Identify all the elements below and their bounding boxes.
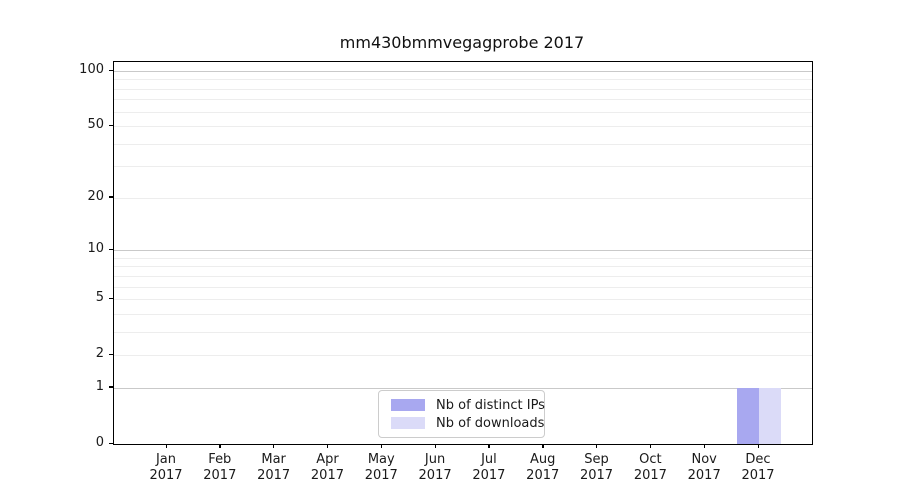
y-tick-label: 5: [95, 290, 104, 306]
x-tick-month: Sep: [584, 452, 609, 467]
x-tick-month: Nov: [691, 452, 717, 467]
x-tick-label: Jun 2017: [403, 452, 467, 484]
x-tick-month: Apr: [316, 452, 339, 467]
x-tick-mark: [326, 444, 329, 449]
legend-label-distinct-ips: Nb of distinct IPs: [436, 397, 545, 413]
bar-distinct-ips: [737, 387, 759, 444]
x-tick-month: Dec: [745, 452, 771, 467]
gridline-minor: [114, 286, 812, 288]
gridline-major: [114, 387, 812, 389]
gridline-minor: [114, 99, 812, 101]
x-tick-label: Aug 2017: [511, 452, 575, 484]
x-tick-mark: [488, 444, 490, 449]
y-tick-mark: [109, 353, 113, 355]
x-tick-year: 2017: [687, 468, 721, 483]
gridline-minor: [114, 257, 812, 259]
x-tick-year: 2017: [203, 468, 237, 483]
gridline-minor: [114, 88, 812, 90]
x-tick-month: Oct: [639, 452, 662, 467]
y-tick-mark: [109, 442, 113, 444]
x-tick-label: Nov 2017: [672, 452, 736, 484]
y-tick-mark: [109, 386, 113, 388]
gridline-minor: [114, 266, 812, 268]
gridline-major: [114, 71, 812, 72]
x-tick-year: 2017: [633, 468, 667, 483]
bar-downloads: [759, 387, 781, 444]
x-tick-mark: [165, 444, 167, 449]
x-tick-year: 2017: [257, 468, 291, 483]
x-tick-month: Mar: [261, 452, 286, 467]
gridline-minor: [114, 275, 812, 277]
plot-area: [113, 61, 813, 445]
legend: Nb of distinct IPs Nb of downloads: [378, 390, 545, 438]
legend-swatch-downloads: [391, 417, 425, 429]
x-tick-mark: [219, 444, 221, 449]
x-tick-mark: [273, 444, 275, 449]
x-tick-year: 2017: [526, 468, 560, 483]
x-tick-month: Jan: [155, 452, 177, 467]
x-tick-label: Feb 2017: [188, 452, 252, 484]
gridline-minor: [114, 79, 812, 81]
gridline-minor: [114, 143, 812, 145]
x-tick-label: Mar 2017: [242, 452, 306, 484]
gridline-minor: [114, 166, 812, 168]
x-tick-year: 2017: [310, 468, 344, 483]
y-tick-mark: [109, 124, 113, 127]
x-tick-label: Apr 2017: [295, 452, 359, 484]
x-tick-label: May 2017: [349, 452, 413, 484]
x-tick-year: 2017: [472, 468, 506, 483]
x-tick-year: 2017: [741, 468, 775, 483]
chart-title: mm430bmmvegagprobe 2017: [339, 33, 585, 52]
gridline-minor: [114, 299, 812, 301]
x-tick-year: 2017: [418, 468, 452, 483]
x-tick-label: Jan 2017: [134, 452, 198, 484]
x-tick-year: 2017: [364, 468, 398, 483]
x-tick-month: Jul: [481, 452, 497, 467]
x-tick-mark: [434, 444, 436, 449]
y-tick-mark: [109, 69, 113, 71]
legend-swatch-distinct-ips: [391, 399, 425, 411]
legend-label-downloads: Nb of downloads: [436, 415, 545, 431]
gridline-minor: [114, 111, 812, 113]
y-tick-label: 1: [95, 378, 104, 394]
y-tick-label: 0: [95, 435, 104, 450]
x-tick-month: Jun: [424, 452, 446, 467]
x-tick-year: 2017: [579, 468, 614, 483]
y-tick-label: 20: [87, 188, 104, 204]
x-tick-month: Feb: [208, 452, 232, 467]
y-tick-label: 50: [87, 117, 104, 133]
x-tick-label: Dec 2017: [726, 452, 790, 484]
y-tick-label: 10: [87, 241, 104, 257]
y-tick-mark: [109, 196, 113, 198]
x-tick-mark: [703, 444, 705, 449]
legend-item-downloads: Nb of downloads: [387, 416, 544, 431]
y-tick-label: 2: [95, 346, 104, 362]
gridline-minor: [114, 197, 812, 199]
x-tick-mark: [542, 444, 544, 449]
gridline-minor: [114, 313, 812, 315]
y-tick-mark: [109, 248, 113, 250]
y-tick-label: 100: [79, 62, 104, 77]
x-tick-month: May: [367, 452, 395, 467]
legend-item-distinct-ips: Nb of distinct IPs: [387, 398, 545, 413]
x-tick-label: Sep 2017: [565, 452, 629, 484]
y-tick-mark: [109, 297, 113, 299]
x-tick-label: Oct 2017: [618, 452, 682, 484]
x-tick-year: 2017: [149, 468, 183, 483]
gridline-minor: [114, 126, 812, 128]
x-tick-month: Aug: [530, 452, 556, 467]
x-tick-mark: [649, 444, 652, 449]
x-tick-mark: [596, 444, 598, 449]
gridline-major: [114, 250, 812, 252]
gridline-minor: [114, 355, 812, 357]
x-tick-mark: [757, 444, 759, 449]
x-tick-mark: [380, 444, 383, 449]
x-tick-label: Jul 2017: [457, 452, 521, 484]
gridline-minor: [114, 331, 812, 333]
